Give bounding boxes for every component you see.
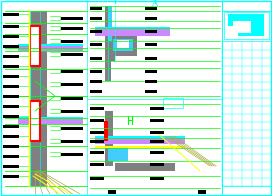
Bar <box>90 70 102 73</box>
Bar <box>3 13 19 15</box>
Bar <box>90 106 104 110</box>
Bar <box>115 163 175 171</box>
Bar <box>3 94 19 97</box>
Bar <box>228 14 264 36</box>
Bar <box>61 26 83 30</box>
Bar <box>30 101 40 141</box>
Bar <box>3 54 19 57</box>
Bar <box>95 29 170 36</box>
Bar <box>30 11 36 186</box>
Bar <box>90 119 104 122</box>
Bar <box>90 80 102 83</box>
Bar <box>18 44 83 46</box>
Bar <box>3 24 19 27</box>
Bar <box>88 1 221 98</box>
Bar <box>145 30 157 33</box>
Bar <box>18 117 83 119</box>
Bar <box>113 39 133 51</box>
Bar <box>31 102 39 140</box>
Bar <box>95 136 185 138</box>
Bar <box>61 83 83 85</box>
Bar <box>117 40 129 48</box>
Bar <box>150 162 164 165</box>
Bar <box>150 106 164 110</box>
Bar <box>3 144 19 148</box>
Bar <box>237 23 247 31</box>
Bar <box>233 21 251 33</box>
Bar <box>61 40 83 43</box>
Bar <box>90 140 104 142</box>
Bar <box>61 70 83 73</box>
Bar <box>3 174 19 178</box>
Bar <box>95 146 185 148</box>
Bar <box>145 56 157 60</box>
Bar <box>90 162 104 165</box>
Bar <box>90 16 102 19</box>
Bar <box>222 1 271 11</box>
Bar <box>2 1 222 194</box>
Bar <box>3 164 19 168</box>
Bar <box>150 177 164 180</box>
Bar <box>61 53 83 55</box>
Bar <box>105 31 115 61</box>
Bar <box>198 190 206 194</box>
Bar <box>61 152 83 155</box>
Bar <box>90 90 102 93</box>
Bar <box>18 118 83 124</box>
Bar <box>150 151 164 153</box>
Bar <box>150 131 164 133</box>
Bar <box>145 43 157 45</box>
Bar <box>145 80 157 83</box>
Bar <box>18 45 83 51</box>
Bar <box>3 34 19 37</box>
Bar <box>95 137 185 144</box>
Bar <box>3 134 19 138</box>
Bar <box>3 84 19 87</box>
Bar <box>61 140 83 142</box>
Bar <box>90 131 104 133</box>
Bar <box>35 11 47 186</box>
Bar <box>61 16 83 19</box>
Bar <box>90 151 104 153</box>
Bar <box>3 44 19 47</box>
Bar <box>61 126 83 130</box>
Bar <box>105 111 113 166</box>
Bar <box>90 56 102 60</box>
Bar <box>88 100 221 194</box>
Bar <box>90 30 102 33</box>
Bar <box>108 146 128 161</box>
Bar <box>145 70 157 73</box>
Bar <box>90 43 102 45</box>
Bar <box>3 114 19 117</box>
Bar <box>3 64 19 67</box>
Bar <box>150 140 164 142</box>
Bar <box>150 119 164 122</box>
Bar <box>90 177 104 180</box>
Bar <box>224 12 269 39</box>
Bar <box>30 26 40 66</box>
Bar <box>61 110 83 113</box>
Bar <box>105 6 111 81</box>
Bar <box>90 6 102 9</box>
Bar <box>3 104 19 107</box>
Bar <box>163 98 183 108</box>
Bar <box>104 121 108 141</box>
Bar <box>3 124 19 128</box>
Bar <box>145 16 157 19</box>
Bar <box>145 6 157 9</box>
Bar <box>228 26 238 36</box>
Bar <box>145 90 157 93</box>
Bar <box>3 74 19 77</box>
Bar <box>61 96 83 100</box>
Bar <box>112 36 137 56</box>
Bar <box>108 190 116 194</box>
Bar <box>3 154 19 158</box>
Bar <box>108 6 112 41</box>
Bar <box>31 27 39 65</box>
Bar <box>95 27 170 29</box>
Bar <box>120 163 155 171</box>
